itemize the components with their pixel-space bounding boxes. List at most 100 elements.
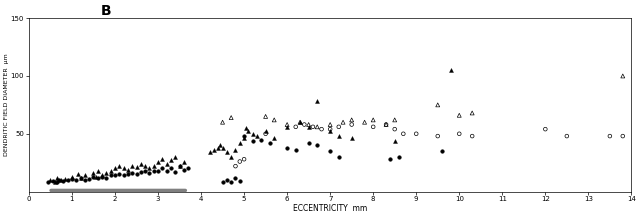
Point bbox=[175, 164, 185, 168]
Point bbox=[256, 138, 266, 141]
Point bbox=[300, 123, 310, 126]
Point bbox=[93, 169, 103, 173]
Point bbox=[84, 177, 94, 181]
Point bbox=[248, 132, 258, 135]
Point bbox=[114, 173, 124, 176]
Point bbox=[166, 167, 176, 170]
Point bbox=[243, 130, 253, 133]
Point bbox=[235, 141, 245, 145]
Point bbox=[63, 178, 73, 182]
Point bbox=[45, 178, 56, 182]
Point bbox=[76, 176, 86, 179]
Point bbox=[110, 167, 120, 170]
Point bbox=[52, 176, 62, 179]
Point bbox=[136, 162, 146, 166]
Point bbox=[252, 134, 262, 138]
Point bbox=[239, 158, 249, 161]
Point bbox=[269, 137, 279, 140]
Point bbox=[316, 127, 326, 131]
Point bbox=[157, 158, 168, 161]
Point bbox=[445, 68, 456, 72]
Point bbox=[291, 148, 301, 152]
Point bbox=[260, 115, 271, 118]
Text: B: B bbox=[101, 4, 112, 18]
Point bbox=[71, 178, 81, 182]
Point bbox=[161, 169, 172, 173]
Point bbox=[209, 148, 219, 152]
Point bbox=[213, 146, 223, 149]
Point bbox=[148, 164, 159, 168]
Point bbox=[433, 134, 443, 138]
Point bbox=[226, 181, 236, 184]
Point bbox=[123, 168, 133, 171]
Point bbox=[118, 167, 129, 170]
Point bbox=[153, 160, 163, 163]
Point bbox=[394, 155, 404, 159]
Point bbox=[101, 171, 111, 175]
Point bbox=[218, 181, 228, 184]
Point bbox=[131, 173, 141, 176]
Point bbox=[230, 164, 241, 168]
Point bbox=[605, 134, 615, 138]
Point bbox=[144, 167, 154, 170]
Point bbox=[144, 171, 154, 175]
Point bbox=[325, 130, 335, 133]
Point bbox=[540, 127, 550, 131]
Point bbox=[88, 171, 99, 175]
Point bbox=[248, 139, 258, 142]
Point bbox=[325, 123, 335, 126]
Point bbox=[390, 118, 400, 122]
Point bbox=[127, 171, 138, 175]
Point bbox=[106, 169, 116, 173]
Point bbox=[106, 174, 116, 177]
Point bbox=[385, 158, 396, 161]
Point bbox=[265, 141, 275, 145]
Point bbox=[161, 162, 172, 166]
Point bbox=[205, 151, 215, 154]
Point bbox=[218, 146, 228, 149]
Point bbox=[52, 181, 62, 184]
Point bbox=[390, 139, 400, 142]
Point bbox=[241, 126, 252, 130]
Point bbox=[269, 118, 279, 122]
Point bbox=[239, 137, 249, 140]
X-axis label: ECCENTRICITY  mm: ECCENTRICITY mm bbox=[293, 204, 367, 213]
Point bbox=[179, 160, 189, 163]
Point bbox=[303, 123, 314, 126]
Point bbox=[157, 167, 168, 170]
Point bbox=[325, 127, 335, 131]
Point bbox=[47, 179, 58, 183]
Point bbox=[618, 74, 628, 78]
Point bbox=[166, 159, 176, 162]
Point bbox=[325, 149, 335, 153]
Point bbox=[140, 169, 150, 173]
Point bbox=[80, 174, 90, 177]
Point bbox=[88, 175, 99, 178]
Point bbox=[562, 134, 572, 138]
Point bbox=[153, 169, 163, 173]
Point bbox=[76, 176, 86, 179]
Point bbox=[291, 125, 301, 129]
Point bbox=[114, 164, 124, 168]
Point bbox=[303, 125, 314, 129]
Point bbox=[618, 134, 628, 138]
Point bbox=[60, 177, 70, 181]
Y-axis label: DENDRITIC FIELD DIAMETER  µm: DENDRITIC FIELD DIAMETER µm bbox=[4, 54, 9, 156]
Point bbox=[333, 155, 344, 159]
Point bbox=[90, 175, 100, 178]
Point bbox=[230, 148, 241, 152]
Point bbox=[312, 125, 323, 129]
Point bbox=[433, 103, 443, 107]
Point bbox=[333, 125, 344, 129]
Point bbox=[312, 100, 323, 103]
Point bbox=[346, 123, 356, 126]
Point bbox=[308, 125, 318, 129]
Point bbox=[179, 168, 189, 171]
Point bbox=[221, 178, 232, 182]
Point bbox=[54, 178, 64, 182]
Point bbox=[295, 120, 305, 124]
Point bbox=[398, 132, 408, 135]
Point bbox=[148, 169, 159, 173]
Point bbox=[282, 146, 292, 149]
Point bbox=[50, 181, 60, 184]
